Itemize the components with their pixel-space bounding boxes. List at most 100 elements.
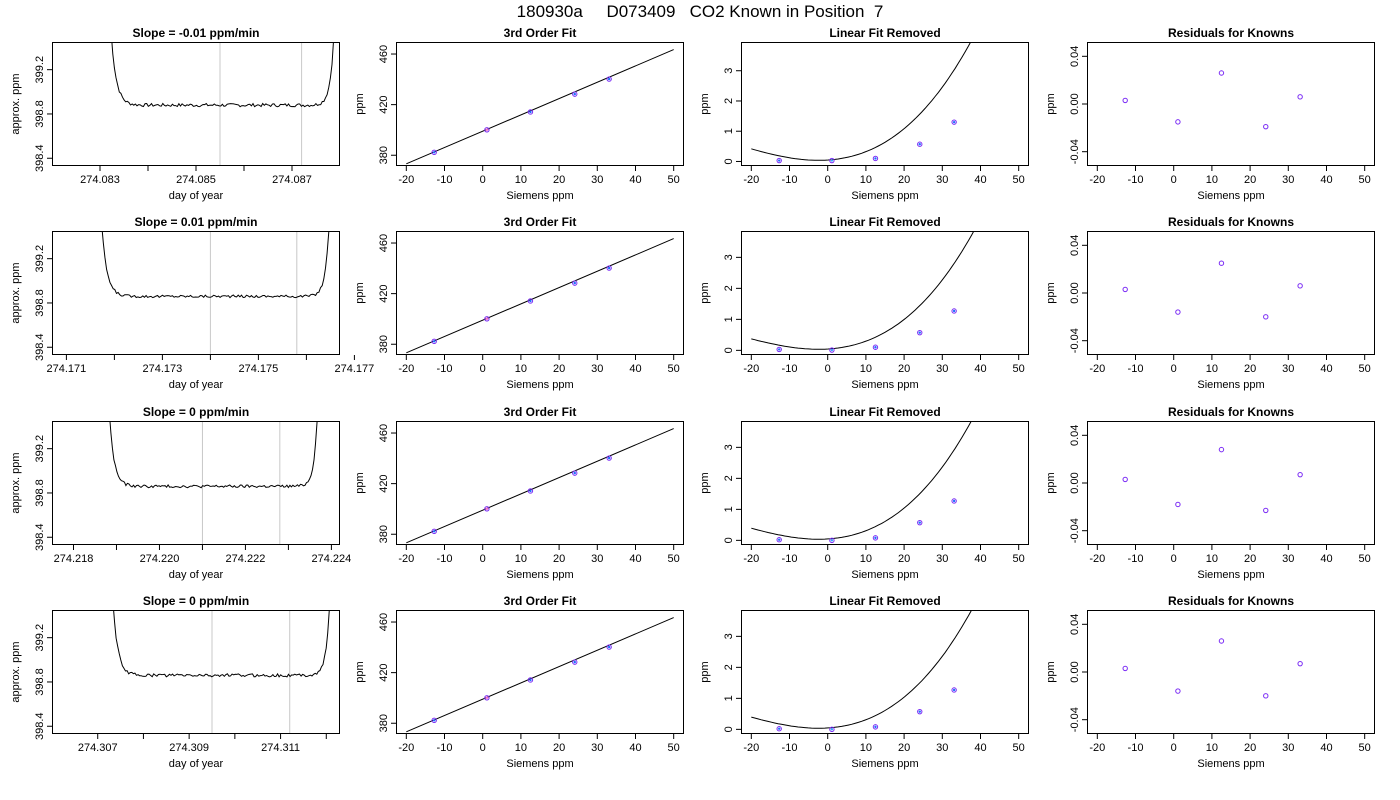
x-tick-label: 0 — [1171, 553, 1177, 565]
x-tick-label: -10 — [437, 363, 453, 375]
data-point — [1297, 94, 1303, 100]
x-tick-label: 274.309 — [169, 742, 209, 754]
x-tick-label: -20 — [398, 742, 414, 754]
x-tick-label: 10 — [1206, 363, 1218, 375]
x-axis-label: Siemens ppm — [851, 569, 918, 581]
y-tick-label: 398.8 — [34, 668, 46, 696]
fit-curve — [751, 610, 973, 729]
x-tick-label: -20 — [398, 363, 414, 375]
data-point — [484, 695, 490, 701]
data-point — [917, 519, 923, 526]
fit-line — [406, 617, 674, 733]
x-tick-label: 30 — [1282, 174, 1294, 186]
x-tick-label: 274.173 — [143, 363, 183, 375]
x-tick-label: 40 — [1320, 363, 1332, 375]
x-tick-label: 20 — [1244, 363, 1256, 375]
y-tick-label: 0 — [723, 726, 735, 732]
x-tick-label: 30 — [591, 363, 603, 375]
x-tick-label: 40 — [974, 174, 986, 186]
y-tick-label: 0.04 — [1069, 614, 1081, 635]
data-point — [1263, 507, 1269, 514]
y-tick-label: 460 — [378, 613, 390, 631]
y-tick-label: 0.00 — [1069, 661, 1081, 682]
x-axis-label: Siemens ppm — [1197, 569, 1264, 581]
x-tick-label: 274.222 — [226, 553, 266, 565]
x-tick-label: -20 — [1089, 174, 1105, 186]
data-point-center — [573, 92, 576, 96]
x-tick-label: 30 — [936, 742, 948, 754]
data-point — [527, 677, 534, 683]
x-tick-label: -20 — [398, 553, 414, 565]
x-axis-label: day of year — [169, 190, 224, 202]
data-point — [872, 724, 879, 730]
x-tick-label: -10 — [1128, 174, 1144, 186]
data-point-center — [952, 499, 956, 503]
data-point-center — [952, 120, 956, 124]
x-tick-label: 20 — [553, 363, 565, 375]
y-tick-label: 399.2 — [34, 245, 46, 273]
data-point-center — [777, 348, 781, 351]
panel-title: Slope = -0.01 ppm/min — [132, 26, 259, 40]
x-axis-label: Siemens ppm — [506, 758, 573, 770]
panel-title: 3rd Order Fit — [504, 26, 577, 40]
data-point-center — [874, 725, 877, 729]
plot-frame — [1087, 610, 1375, 734]
data-point — [1218, 70, 1225, 76]
y-tick-label: 398.4 — [34, 523, 46, 551]
data-point — [872, 535, 879, 541]
data-point — [1263, 314, 1269, 320]
panel-title: Linear Fit Removed — [829, 594, 940, 608]
y-tick-label: 398.4 — [34, 333, 46, 361]
x-tick-label: -10 — [1128, 742, 1144, 754]
plot-frame — [1087, 231, 1375, 355]
data-point — [1218, 260, 1225, 266]
y-axis-label: ppm — [354, 282, 366, 303]
y-tick-label: -0.04 — [1069, 328, 1081, 353]
x-tick-label: 0 — [825, 742, 831, 754]
plot-area — [406, 617, 674, 733]
data-point — [776, 537, 782, 543]
y-tick-label: 2 — [723, 475, 735, 481]
panel-title: Slope = 0.01 ppm/min — [134, 215, 257, 229]
data-point — [1297, 283, 1303, 289]
data-point-center — [529, 110, 532, 114]
data-point — [431, 528, 437, 535]
x-tick-label: -10 — [782, 363, 798, 375]
x-tick-label: 40 — [1320, 742, 1332, 754]
data-point-center — [485, 696, 489, 700]
x-tick-label: -20 — [743, 363, 759, 375]
panel-r2-c3: Residuals for Knowns -20 -10 0 10 20 30 40 50 -0.… — [1045, 405, 1375, 581]
panel-r1-c0: Slope = 0.01 ppm/min 274.171 274.173 274.17… — [10, 215, 374, 391]
panel-r0-c3: Residuals for Knowns -20 -10 0 10 20 30 40 50 -0.… — [1045, 26, 1375, 202]
x-tick-label: 40 — [1320, 174, 1332, 186]
data-point-center — [777, 538, 781, 541]
data-point-center — [432, 340, 436, 343]
x-tick-label: 274.311 — [261, 742, 300, 754]
data-point — [1175, 501, 1181, 508]
panel-r2-c1: 3rd Order Fit -20 -10 0 10 20 30 40 50 380 420 460 S… — [354, 405, 684, 581]
y-tick-label: 0.00 — [1069, 93, 1081, 114]
data-point — [1263, 123, 1269, 130]
plot-area — [109, 421, 318, 545]
y-tick-label: 0.04 — [1069, 425, 1081, 446]
data-trace — [109, 421, 318, 489]
y-tick-label: -0.04 — [1069, 707, 1081, 732]
y-axis-label: ppm — [699, 282, 711, 303]
data-point — [484, 506, 490, 512]
x-tick-label: 40 — [629, 553, 641, 565]
y-axis-label: ppm — [699, 93, 711, 114]
x-tick-label: 50 — [1013, 742, 1025, 754]
x-tick-label: 20 — [553, 553, 565, 565]
data-point-center — [573, 281, 576, 285]
x-tick-label: 20 — [553, 174, 565, 186]
fit-curve — [751, 231, 975, 350]
panel-r1-c1: 3rd Order Fit -20 -10 0 10 20 30 40 50 380 420 460 S… — [354, 215, 684, 391]
x-tick-label: 30 — [1282, 742, 1294, 754]
x-tick-label: 10 — [1206, 742, 1218, 754]
x-tick-label: 30 — [936, 363, 948, 375]
data-point-center — [918, 143, 921, 146]
plot-frame — [396, 421, 684, 545]
plot-frame — [396, 42, 684, 166]
x-tick-label: 0 — [480, 742, 486, 754]
